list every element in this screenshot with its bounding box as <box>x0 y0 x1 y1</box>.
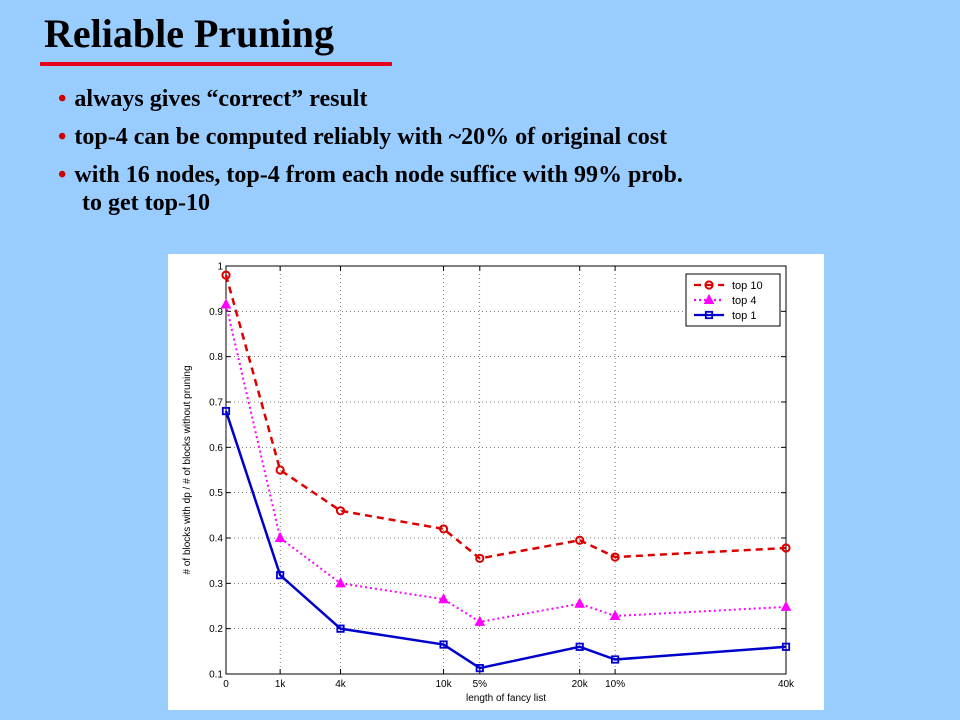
bullet-text: top-4 can be computed reliably with ~20%… <box>74 124 668 150</box>
data-point <box>439 640 448 649</box>
y-tick-label: 0.9 <box>209 307 223 318</box>
data-point <box>335 577 346 588</box>
x-axis-label: length of fancy list <box>466 693 546 704</box>
x-tick-label: 5% <box>473 679 488 690</box>
data-point <box>221 270 231 280</box>
data-point <box>575 535 585 545</box>
data-point <box>609 609 621 620</box>
x-tick-label: 1k <box>275 679 287 690</box>
data-point <box>781 543 791 553</box>
data-point <box>610 655 620 664</box>
data-point <box>336 624 345 633</box>
bullet-dot: • <box>58 124 67 150</box>
bullet-text: always gives “correct” result <box>74 86 368 112</box>
data-point <box>575 642 584 651</box>
bullet-dot: • <box>58 86 67 112</box>
data-point <box>474 615 486 626</box>
x-tick-label: 10% <box>605 679 625 690</box>
data-point <box>438 593 449 604</box>
legend-label: top 4 <box>732 295 756 307</box>
data-point <box>781 642 791 651</box>
y-tick-label: 1 <box>217 262 223 273</box>
data-point <box>220 298 232 309</box>
slide-title: Reliable Pruning <box>44 11 335 56</box>
y-tick-label: 0.8 <box>209 352 223 363</box>
data-point <box>274 531 286 542</box>
y-tick-label: 0.3 <box>209 579 223 590</box>
y-tick-label: 0.6 <box>209 443 223 454</box>
legend-label: top 10 <box>732 280 763 292</box>
bullet-item: • top-4 can be computed reliably with ~20… <box>58 122 938 152</box>
y-tick-label: 0.1 <box>209 670 223 681</box>
series-line <box>224 410 787 670</box>
x-tick-label: 20k <box>572 679 589 690</box>
data-point <box>221 406 231 416</box>
title-underline <box>40 62 392 66</box>
x-tick-label: 10k <box>435 679 452 690</box>
y-tick-label: 0.5 <box>209 488 223 499</box>
x-tick-label: 0 <box>223 679 229 690</box>
legend-label: top 1 <box>732 310 756 322</box>
bullet-continuation: to get top-10 <box>82 190 210 216</box>
line-chart: 0.1 0.2 0.3 0.4 0.5 0.6 0.7 0.8 0.9 1 0 1k 4k 10k 5% 20… <box>182 262 795 705</box>
data-point <box>475 664 484 673</box>
data-point <box>335 506 346 516</box>
y-tick-label: 0.4 <box>209 534 223 545</box>
x-tick-label: 40k <box>778 679 795 690</box>
legend-marker <box>704 280 714 290</box>
y-tick-label: 0.2 <box>209 624 223 635</box>
bullet-text: with 16 nodes, top-4 from each node suff… <box>74 162 683 188</box>
data-point <box>275 465 285 475</box>
bullet-item: • with 16 nodes, top-4 from each node suf… <box>58 160 938 218</box>
series-line <box>225 304 787 623</box>
data-point <box>610 552 620 562</box>
y-tick-label: 0.7 <box>209 398 223 409</box>
bullet-dot: • <box>58 162 67 188</box>
legend-marker <box>703 293 715 304</box>
bullet-list: • always gives “correct” result • top-4 ca… <box>58 84 938 226</box>
legend-marker <box>704 310 714 320</box>
data-point <box>276 571 285 580</box>
bullet-item: • always gives “correct” result <box>58 84 938 114</box>
plot-frame <box>225 265 787 675</box>
y-axis-label: # of blocks with dp / # of blocks withou… <box>182 365 193 574</box>
chart-panel: 0.1 0.2 0.3 0.4 0.5 0.6 0.7 0.8 0.9 1 0 1k 4k 10k 5% 20… <box>168 254 824 710</box>
data-point <box>574 597 586 608</box>
x-tick-label: 4k <box>335 679 347 690</box>
data-point <box>780 600 792 611</box>
legend-box <box>685 273 781 327</box>
data-point <box>475 553 485 563</box>
data-point <box>438 524 449 534</box>
